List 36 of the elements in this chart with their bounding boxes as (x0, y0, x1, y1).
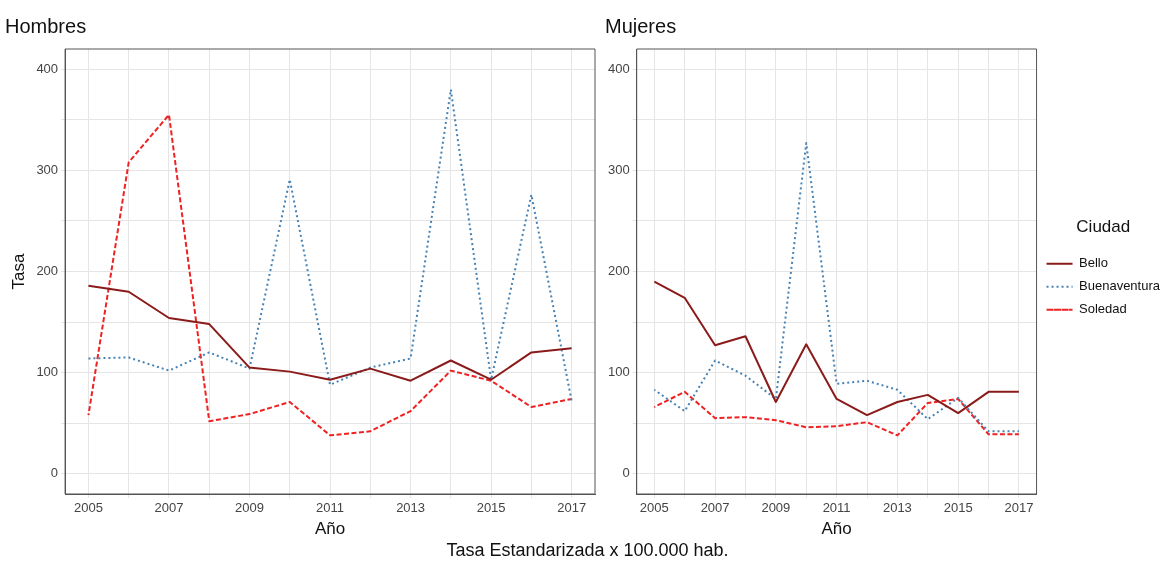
y-axis-title: Tasa (8, 253, 28, 290)
x-tick-label: 2013 (396, 500, 426, 516)
y-tick-label: 400 (36, 60, 59, 76)
x-tick-label: 2005 (73, 500, 103, 516)
y-tick-label: 200 (607, 263, 630, 279)
x-tick-label: 2011 (316, 500, 345, 516)
y-tick-label: 300 (607, 161, 630, 177)
x-tick-label: 2009 (235, 500, 264, 516)
x-tick-label: 2007 (700, 500, 730, 516)
x-tick-label: 2015 (476, 500, 506, 516)
chart-title: Hombres (5, 14, 87, 37)
y-tick-label: 100 (36, 364, 59, 380)
y-tick-label: 0 (50, 465, 59, 481)
x-tick-label: 2017 (1004, 500, 1034, 516)
x-axis-title: Año (314, 519, 346, 539)
y-tick-label: 300 (36, 161, 59, 177)
x-tick-label: 2005 (639, 500, 669, 516)
x-tick-label: 2009 (761, 500, 791, 516)
x-tick-label: 2011 (822, 500, 851, 516)
x-tick-label: 2007 (154, 500, 184, 516)
y-tick-label: 200 (36, 263, 59, 279)
x-tick-label: 2017 (557, 500, 587, 516)
x-tick-label: 2013 (882, 500, 912, 516)
x-axis-title: Año (821, 519, 852, 539)
legend-label: Bello (1079, 255, 1108, 271)
line-series (653, 142, 1020, 433)
x-tick-label: 2015 (943, 500, 973, 516)
y-tick-label: 0 (622, 465, 630, 481)
line-series (87, 88, 573, 402)
legend-label: Buenaventura (1079, 278, 1161, 294)
text: Tasa Estandarizada x 100.000 hab. (445, 540, 730, 561)
chart-title: Mujeres (605, 14, 677, 37)
legend-label: Soledad (1079, 301, 1127, 317)
y-tick-label: 100 (607, 364, 630, 380)
legend-title: Ciudad (1076, 216, 1131, 236)
y-tick-label: 400 (607, 60, 630, 76)
